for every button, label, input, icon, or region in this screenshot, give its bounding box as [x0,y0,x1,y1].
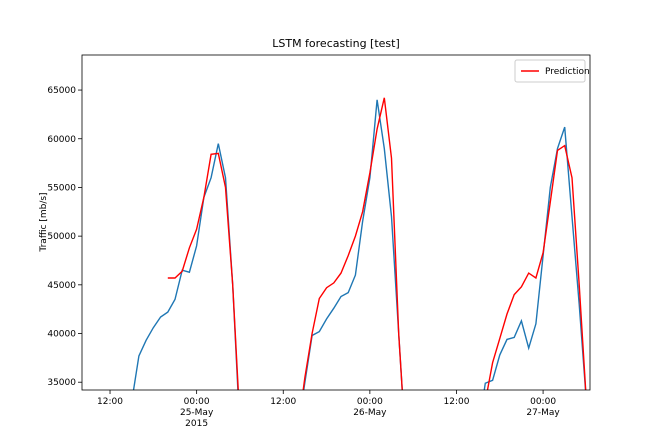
legend-label: Prediction [545,67,590,77]
y-tick-label: 45000 [47,281,76,291]
y-axis-label: Traffic [mb/s] [39,192,49,252]
series-line [132,99,587,390]
plot-area [132,97,587,390]
x-tick-label: 12:00 [97,397,123,407]
x-tick-label: 12:00 [444,397,470,407]
y-tick-label: 65000 [47,86,76,96]
y-tick-label: 60000 [47,135,76,145]
y-tick-label: 40000 [47,330,76,340]
series-line [167,97,587,390]
x-tick-label: 00:00 26-May [353,397,387,418]
axes-frame [81,54,591,391]
y-tick-label: 35000 [47,378,76,388]
y-tick-label: 50000 [47,232,76,242]
chart-title: LSTM forecasting [test] [272,37,400,50]
x-tick-label: 00:00 25-May 2015 [180,397,214,429]
x-tick-label: 00:00 27-May [526,397,560,418]
x-tick-label: 12:00 [270,397,296,407]
legend-box [514,59,586,83]
y-tick-label: 55000 [47,183,76,193]
